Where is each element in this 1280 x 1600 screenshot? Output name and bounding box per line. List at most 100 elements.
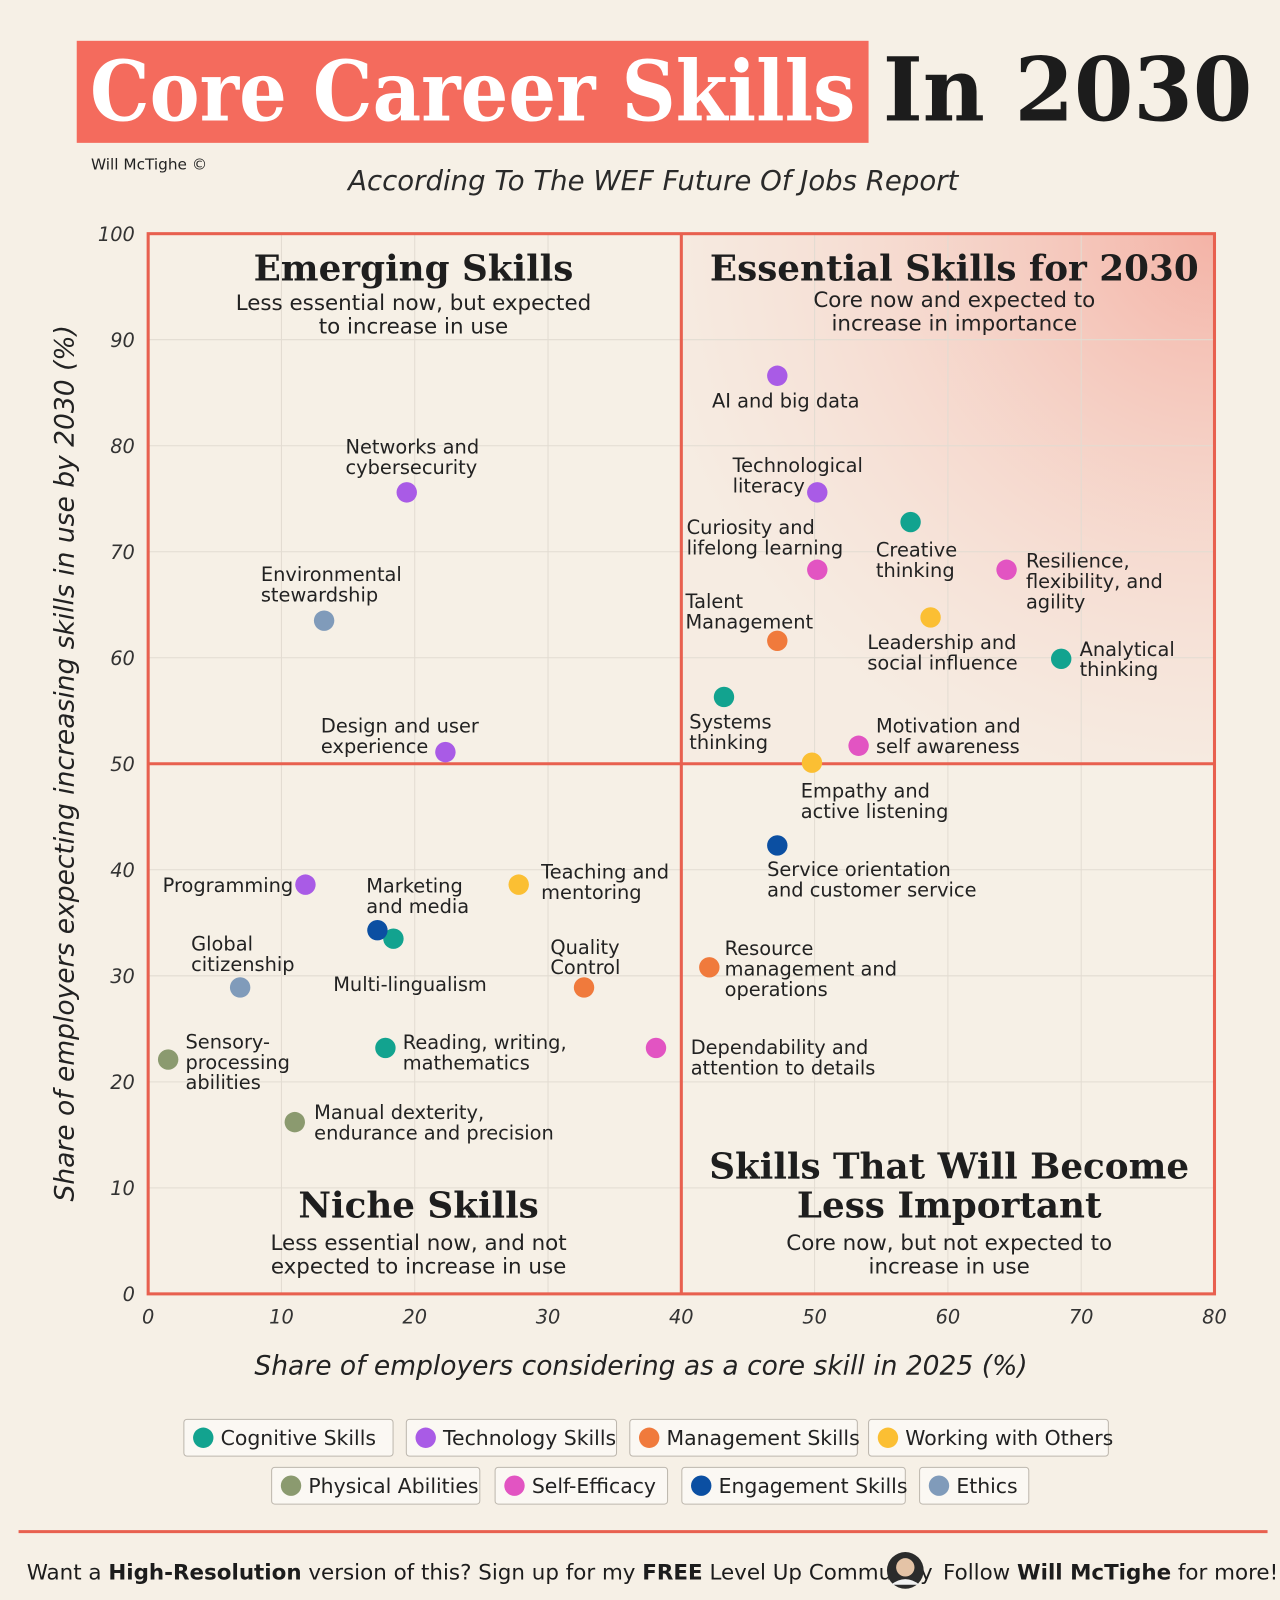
point <box>900 511 921 533</box>
point-label-line: mathematics <box>403 1051 530 1074</box>
legend-swatch <box>193 1427 214 1448</box>
point-label: Resource management and operations <box>725 937 897 1001</box>
point-label-line: and media <box>366 895 469 918</box>
x-tick-label: 10 <box>269 1305 294 1328</box>
y-axis-label: Share of employers expecting increasing … <box>50 325 81 1201</box>
legend-box <box>868 1418 1109 1457</box>
point-label-line: processing <box>186 1051 290 1074</box>
point <box>767 835 788 856</box>
quadrant-subtitle: Core now, but not expected to <box>786 1231 1112 1256</box>
quadrant-title: Less Important <box>797 1184 1102 1226</box>
point <box>157 1049 179 1070</box>
y-tick-label: 10 <box>110 1177 135 1200</box>
y-tick-label: 70 <box>110 541 135 564</box>
point-label-line: Management <box>685 611 813 634</box>
quadrant-subtitle: increase in importance <box>831 312 1077 337</box>
point-label-line: Teaching and <box>540 861 669 884</box>
point-label-line: Motivation and <box>876 714 1021 737</box>
point-label: Reading, writing, mathematics <box>403 1031 567 1074</box>
point <box>807 482 828 503</box>
x-tick-label: 40 <box>669 1305 694 1328</box>
point-label-line: Systems <box>689 711 771 734</box>
x-tick-label: 0 <box>142 1305 154 1328</box>
point-label-line: Resource <box>725 937 814 960</box>
x-tick-label: 60 <box>936 1305 961 1328</box>
point <box>996 559 1017 580</box>
legend-label: Engagement Skills <box>719 1474 908 1498</box>
point-label-line: Talent <box>684 590 743 613</box>
point <box>313 610 335 631</box>
point-label-line: AI and big data <box>712 389 860 412</box>
point-label: Environmental stewardship <box>261 563 402 606</box>
x-axis-label: Share of employers considering as a core… <box>254 1350 1027 1381</box>
point-label-line: and customer service <box>767 878 976 901</box>
footer-text: Follow <box>943 1561 1017 1586</box>
point-label-line: Design and user <box>321 715 479 738</box>
quadrant-title: Emerging Skills <box>254 248 574 290</box>
footer-text: for more! <box>1171 1561 1278 1586</box>
legend-label: Ethics <box>956 1474 1017 1498</box>
plot: 0 10 20 30 40 50 60 70 80 0 10 20 30 40 50 60 70 80 90 100 S… <box>50 223 1227 1505</box>
point-label: Programming <box>163 874 294 897</box>
point-label: Quality Control <box>550 936 620 979</box>
point <box>920 607 941 628</box>
point-label-line: Sensory- <box>186 1030 271 1053</box>
credit: Will McTighe © <box>91 155 207 173</box>
legend-swatch <box>280 1475 302 1496</box>
y-tick-label: 20 <box>110 1071 135 1094</box>
point <box>767 365 788 386</box>
point-label-line: Dependability and <box>691 1036 869 1059</box>
point-label-line: mentoring <box>541 881 641 904</box>
legend-swatch <box>877 1427 899 1448</box>
quadrant-subtitle: to increase in use <box>319 315 509 340</box>
point-label-line: Marketing <box>366 874 463 897</box>
footer-cta: Want a High-Resolution version of this? … <box>27 1561 933 1586</box>
point-label: Systems thinking <box>689 711 771 754</box>
title-banner <box>76 40 869 143</box>
point-label-line: flexibility, and <box>1026 570 1163 593</box>
point <box>375 1037 396 1059</box>
point <box>508 874 529 895</box>
legend-box <box>681 1466 906 1505</box>
point-label: Sensory-processing abilities <box>186 1030 290 1094</box>
point-label-line: cybersecurity <box>346 456 478 479</box>
legend-label: Technology Skills <box>442 1426 616 1450</box>
point-label-line: Global <box>191 933 253 956</box>
quadrant-subtitle: expected to increase in use <box>271 1254 566 1279</box>
y-tick-label: 0 <box>123 1283 135 1306</box>
legend-swatch <box>504 1475 525 1496</box>
point-label: Curiosity and lifelong learning <box>687 516 844 559</box>
legend-box <box>405 1418 618 1457</box>
point-label: Creative thinking <box>876 539 957 582</box>
point-label-line: stewardship <box>261 583 378 606</box>
point-label-line: citizenship <box>191 953 294 976</box>
y-tick-label: 80 <box>110 435 135 458</box>
point-label: Analytical thinking <box>1080 638 1175 681</box>
point <box>699 957 720 978</box>
quadrant-subtitle: Less essential now, and not <box>270 1231 566 1256</box>
point-label-line: management and <box>725 957 897 980</box>
point-label-line: social influence <box>867 652 1017 675</box>
legend-swatch <box>928 1475 950 1496</box>
point-label-line: self awareness <box>876 735 1020 758</box>
y-tick-label: 60 <box>110 647 135 670</box>
point <box>284 1111 305 1133</box>
footer-text: version of this? Sign up for my <box>302 1561 643 1586</box>
legend-label: Self-Efficacy <box>532 1474 656 1498</box>
point <box>807 559 828 580</box>
point <box>1051 648 1072 670</box>
point-label: Talent Management <box>684 590 813 633</box>
point <box>367 920 388 941</box>
footer-text: FREE <box>642 1561 702 1586</box>
point-label: AI and big data <box>712 389 860 412</box>
point <box>573 977 595 998</box>
point-label-line: endurance and precision <box>314 1121 554 1144</box>
legend-box <box>629 1418 858 1457</box>
point <box>801 752 823 773</box>
point-label-line: Reading, writing, <box>403 1031 567 1054</box>
footer-text: Want a <box>27 1561 109 1586</box>
y-tick-label: 90 <box>110 329 135 352</box>
quadrant-title: Skills That Will Become <box>709 1146 1189 1188</box>
